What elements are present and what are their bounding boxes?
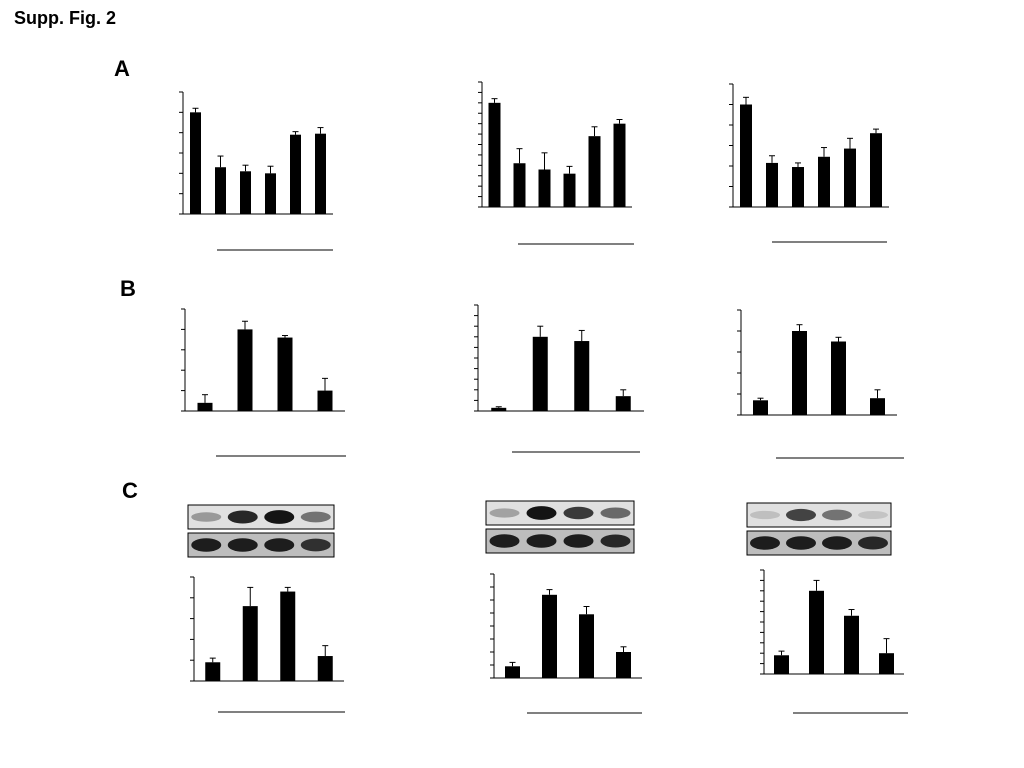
blot-band [600, 507, 631, 519]
blot-band [600, 534, 631, 548]
chart-a1 [179, 91, 333, 251]
blot-band [227, 510, 258, 524]
bar [740, 104, 752, 207]
blot-band [489, 508, 520, 518]
chart-b3 [737, 309, 904, 459]
bar [870, 133, 882, 207]
blot-band [526, 534, 557, 548]
bar [753, 400, 768, 415]
chart-c1 [190, 576, 345, 713]
chart-b1 [181, 308, 346, 457]
bar [277, 337, 293, 411]
blot-band [750, 536, 780, 550]
bar [588, 136, 601, 207]
bar [290, 134, 301, 214]
chart-a2 [478, 81, 634, 245]
blot-band [822, 536, 852, 550]
bar [844, 615, 859, 674]
blot-band [489, 534, 520, 548]
bar [190, 112, 201, 214]
bar [315, 133, 326, 214]
bar [237, 329, 253, 411]
blot-band [750, 510, 780, 520]
bar [532, 336, 548, 411]
blot-band [191, 538, 222, 552]
bar [879, 653, 894, 674]
bar [844, 148, 856, 207]
bar [215, 167, 226, 214]
western-blot-2 [485, 500, 635, 554]
blot-band [191, 512, 222, 522]
bar [317, 656, 333, 681]
bar [265, 173, 276, 214]
blot-band [858, 510, 888, 520]
blot-band [264, 538, 295, 552]
blot-band [563, 506, 594, 520]
panel-label-b: B [120, 276, 136, 301]
blot-band [526, 506, 557, 520]
blot-band [264, 510, 295, 524]
blots-layer [187, 500, 892, 558]
bar [513, 163, 526, 207]
blot-band [822, 509, 852, 521]
bar [542, 594, 557, 678]
bar [280, 591, 296, 681]
bar [615, 396, 631, 411]
bar [579, 614, 594, 678]
blot-band [227, 538, 258, 552]
bar [766, 162, 778, 207]
bar [488, 102, 501, 207]
bar [870, 398, 885, 415]
blot-band [563, 534, 594, 548]
bar [809, 590, 824, 674]
chart-a3 [729, 83, 889, 243]
blot-band [786, 536, 816, 550]
bar [205, 662, 221, 681]
blot-band [300, 538, 331, 552]
bar [317, 390, 333, 411]
bar [774, 655, 789, 674]
bar [613, 123, 626, 207]
panel-label-c: C [122, 478, 138, 503]
bar [538, 169, 551, 207]
bar [616, 652, 631, 678]
bar [197, 402, 213, 411]
bar [831, 341, 846, 415]
bar [792, 331, 807, 415]
western-blot-1 [187, 504, 335, 558]
bar [574, 341, 590, 411]
bar [240, 171, 251, 214]
chart-b2 [474, 304, 644, 453]
bar [491, 407, 507, 411]
chart-c2 [490, 573, 642, 714]
blot-band [858, 536, 888, 550]
bar [505, 666, 520, 678]
figure-title: Supp. Fig. 2 [14, 8, 116, 28]
bar [818, 156, 830, 207]
bar [242, 606, 258, 681]
blot-band [786, 508, 816, 522]
chart-c3 [760, 569, 908, 714]
bar [792, 167, 804, 207]
panel-label-a: A [114, 56, 130, 81]
bar [563, 173, 576, 207]
western-blot-3 [746, 502, 892, 556]
charts-layer [179, 81, 908, 714]
blot-band [300, 511, 331, 523]
